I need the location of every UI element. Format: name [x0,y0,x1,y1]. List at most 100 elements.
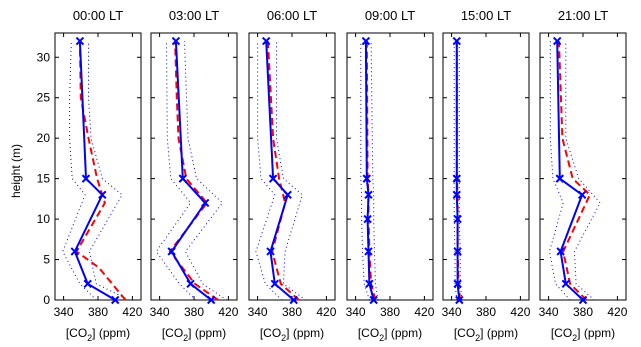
panel-5: 21:00 LT 340 380 420 [CO2] (ppm) [539,8,628,343]
data-point-marker [266,247,275,256]
x-axis-label: [CO2] (ppm) [551,326,615,343]
data-point-marker [178,174,188,183]
data-point-marker [364,247,373,256]
panel-title: 00:00 LT [73,8,123,23]
panel-title: 09:00 LT [365,8,415,23]
x-tick-label: 380 [380,305,400,319]
data-point-marker [365,279,374,289]
series-measured [170,41,212,301]
panel-title: 21:00 LT [558,8,608,23]
series-model [557,41,592,301]
data-point-marker [577,190,587,200]
y-tick-label: 10 [37,212,51,226]
data-point-marker [268,174,278,183]
data-point-marker [552,36,562,46]
x-tick-label: 380 [184,305,204,319]
series-lower [548,41,571,301]
panel-title: 06:00 LT [267,8,317,23]
data-point-marker [171,36,181,46]
data-point-marker [452,190,461,200]
x-tick-label: 420 [122,305,142,319]
data-point-marker [167,247,176,256]
data-point-marker [289,295,298,305]
panel-title: 15:00 LT [461,8,511,23]
x-tick-label: 340 [150,305,170,319]
axes-frame [248,32,336,301]
x-axis-label: [CO2] (ppm) [260,326,324,343]
x-axis-label: [CO2] (ppm) [454,326,518,343]
x-axis-label: [CO2] (ppm) [162,326,226,343]
x-tick-label: 420 [218,305,238,319]
series-upper [184,41,227,301]
data-point-marker [556,247,565,256]
series-upper [88,41,130,301]
panel-1: 03:00 LT 340 380 420 [CO2] (ppm) [150,8,239,343]
data-point-marker [452,36,461,46]
y-tick-label: 25 [37,91,51,105]
x-axis-label: [CO2] (ppm) [358,326,422,343]
series-lower [255,41,283,301]
x-tick-label: 420 [316,305,336,319]
panels: 00:00 LT 340 380 420 0 5 10 15 20 25 30 [CO2] (ppm)… [37,8,628,343]
data-point-marker [364,190,373,200]
data-point-marker [561,279,571,289]
series-lower [155,41,197,301]
series-model [75,41,127,301]
data-point-marker [362,174,371,183]
x-tick-label: 420 [510,305,530,319]
y-tick-label: 20 [37,131,51,145]
data-point-marker [578,295,588,305]
series-lower [453,41,458,301]
data-point-marker [455,295,464,305]
panel-2: 06:00 LT 340 380 420 [CO2] (ppm) [248,8,337,343]
x-tick-label: 340 [248,305,268,319]
data-point-marker [98,190,107,200]
series-model [168,41,219,301]
data-point-marker [361,36,371,46]
data-point-marker [363,214,372,224]
panel-3: 09:00 LT 340 380 420 [CO2] (ppm) [346,8,435,343]
data-point-marker [555,174,564,183]
data-point-marker [369,295,378,305]
data-point-marker [452,174,461,183]
data-point-marker [110,295,120,305]
axes-frame [539,32,627,301]
x-tick-label: 340 [442,305,462,319]
panel-0: 00:00 LT 340 380 420 0 5 10 15 20 25 30 [CO2] (ppm) [37,8,143,343]
data-point-marker [186,279,195,289]
data-point-marker [206,295,216,305]
series-model [266,41,300,301]
x-tick-label: 380 [88,305,108,319]
x-tick-label: 380 [573,305,593,319]
data-point-marker [200,198,210,208]
x-tick-label: 380 [282,305,302,319]
axes-frame [150,32,238,301]
x-axis-label: [CO2] (ppm) [66,326,130,343]
panel-title: 03:00 LT [169,8,219,23]
y-tick-label: 0 [43,293,50,307]
series-upper [565,41,601,301]
data-point-marker [453,279,462,289]
axes-frame [346,32,434,301]
data-point-marker [83,279,92,289]
y-axis-label: height (m) [9,144,23,198]
data-point-marker [283,190,292,200]
data-point-marker [261,36,271,46]
data-point-marker [453,214,462,224]
series-upper [276,41,307,301]
x-tick-label: 340 [539,305,559,319]
x-tick-label: 420 [607,305,627,319]
x-tick-label: 420 [414,305,434,319]
series-upper [458,41,463,301]
panel-4: 15:00 LT 340 380 420 [CO2] (ppm) [442,8,531,343]
y-tick-label: 15 [37,172,51,186]
series-measured [73,41,116,301]
y-tick-label: 30 [37,50,51,64]
data-point-marker [75,36,85,46]
axes-frame [54,32,142,301]
y-tick-label: 5 [43,253,50,267]
data-point-marker [453,247,462,256]
x-tick-label: 380 [476,305,496,319]
x-tick-label: 340 [54,305,74,319]
